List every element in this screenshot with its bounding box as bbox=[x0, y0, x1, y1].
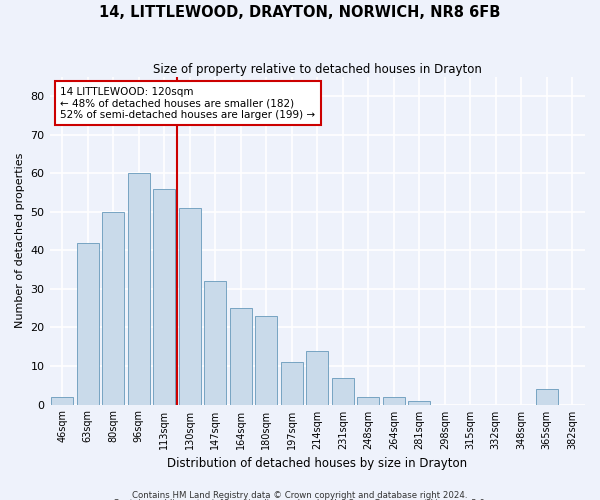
Bar bbox=[52, 397, 73, 404]
Title: Size of property relative to detached houses in Drayton: Size of property relative to detached ho… bbox=[153, 62, 482, 76]
Bar bbox=[103, 212, 124, 404]
Bar bbox=[358, 397, 379, 404]
Bar bbox=[332, 378, 353, 404]
X-axis label: Distribution of detached houses by size in Drayton: Distribution of detached houses by size … bbox=[167, 457, 467, 470]
Text: Contains HM Land Registry data © Crown copyright and database right 2024.: Contains HM Land Registry data © Crown c… bbox=[132, 490, 468, 500]
Bar bbox=[179, 208, 200, 404]
Y-axis label: Number of detached properties: Number of detached properties bbox=[15, 153, 25, 328]
Bar bbox=[205, 281, 226, 404]
Text: 14, LITTLEWOOD, DRAYTON, NORWICH, NR8 6FB: 14, LITTLEWOOD, DRAYTON, NORWICH, NR8 6F… bbox=[100, 5, 500, 20]
Bar bbox=[154, 188, 175, 404]
Bar bbox=[77, 242, 98, 404]
Bar bbox=[230, 308, 251, 404]
Bar bbox=[128, 173, 149, 404]
Bar bbox=[281, 362, 302, 405]
Bar bbox=[536, 389, 557, 404]
Bar bbox=[409, 400, 430, 404]
Bar bbox=[256, 316, 277, 404]
Bar bbox=[307, 350, 328, 405]
Bar bbox=[383, 397, 404, 404]
Text: 14 LITTLEWOOD: 120sqm
← 48% of detached houses are smaller (182)
52% of semi-det: 14 LITTLEWOOD: 120sqm ← 48% of detached … bbox=[60, 86, 316, 120]
